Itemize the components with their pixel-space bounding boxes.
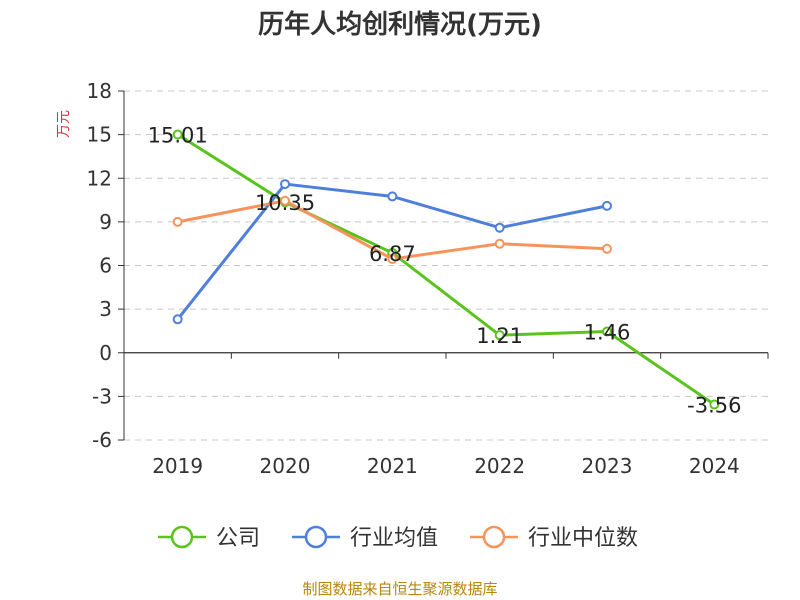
data-point[interactable] [494,222,505,233]
legend-marker [170,525,194,549]
x-tick-label: 2020 [260,454,311,478]
data-labels: 15.01 10.35 6.87 1.21 1.46 -3.56 [148,123,742,417]
legend-item-2[interactable]: 行业中位数 [470,525,638,551]
data-label: 15.01 [148,123,208,147]
data-point[interactable] [280,195,290,206]
series-1 [172,179,612,325]
chart-title: 历年人均创利情况(万元) [258,9,542,40]
data-point[interactable] [709,399,720,410]
data-source-note: 制图数据来自恒生聚源数据库 [302,580,497,598]
data-point[interactable] [280,179,290,190]
data-label: 6.87 [369,242,416,266]
series-2 [172,195,612,264]
y-tick-label: -3 [92,384,112,408]
x-tick-label: 2021 [367,454,418,478]
data-point[interactable] [387,191,398,202]
data-point[interactable] [494,238,505,249]
x-tick-label: 2019 [152,454,203,478]
legend-item-0[interactable]: 公司 [158,525,260,551]
data-label: 10.35 [255,191,315,215]
series-0 [172,129,720,410]
y-tick-label: 6 [99,254,112,278]
data-point[interactable] [602,243,612,254]
data-label: -3.56 [687,394,741,418]
y-tick-label: 3 [99,297,112,321]
legend-marker [482,525,506,549]
x-tick-label: 2022 [474,454,525,478]
x-tick-label: 2023 [582,454,633,478]
data-point[interactable] [602,200,612,211]
axes: 18 15 12 9 6 3 0 -3 -6 2019 2020 2021 2022 2023 2024 [87,79,769,478]
legend-marker [304,525,328,549]
y-tick-label: 9 [99,210,112,234]
y-axis-unit-label: 万元 [56,110,72,138]
data-point[interactable] [172,216,183,227]
data-label: 1.21 [476,324,523,348]
legend-label: 公司 [216,526,260,551]
data-point[interactable] [172,129,183,140]
data-point[interactable] [494,330,505,341]
legend-label: 行业均值 [350,526,438,551]
y-tick-label: 0 [99,341,112,365]
y-tick-label: 18 [87,79,112,103]
legend[interactable]: 公司 行业均值 行业中位数 [158,525,638,551]
grid-lines [124,90,768,441]
x-tick-label: 2024 [689,454,740,478]
y-tick-label: -6 [92,428,112,452]
y-tick-label: 12 [87,166,112,190]
legend-item-1[interactable]: 行业均值 [292,525,438,551]
series-lines [172,129,720,410]
series-line [176,133,716,406]
y-tick-label: 15 [87,123,112,147]
data-point[interactable] [172,314,183,325]
data-point[interactable] [387,253,398,264]
data-label: 1.46 [584,321,631,345]
data-point[interactable] [602,326,612,337]
legend-label: 行业中位数 [528,526,638,551]
